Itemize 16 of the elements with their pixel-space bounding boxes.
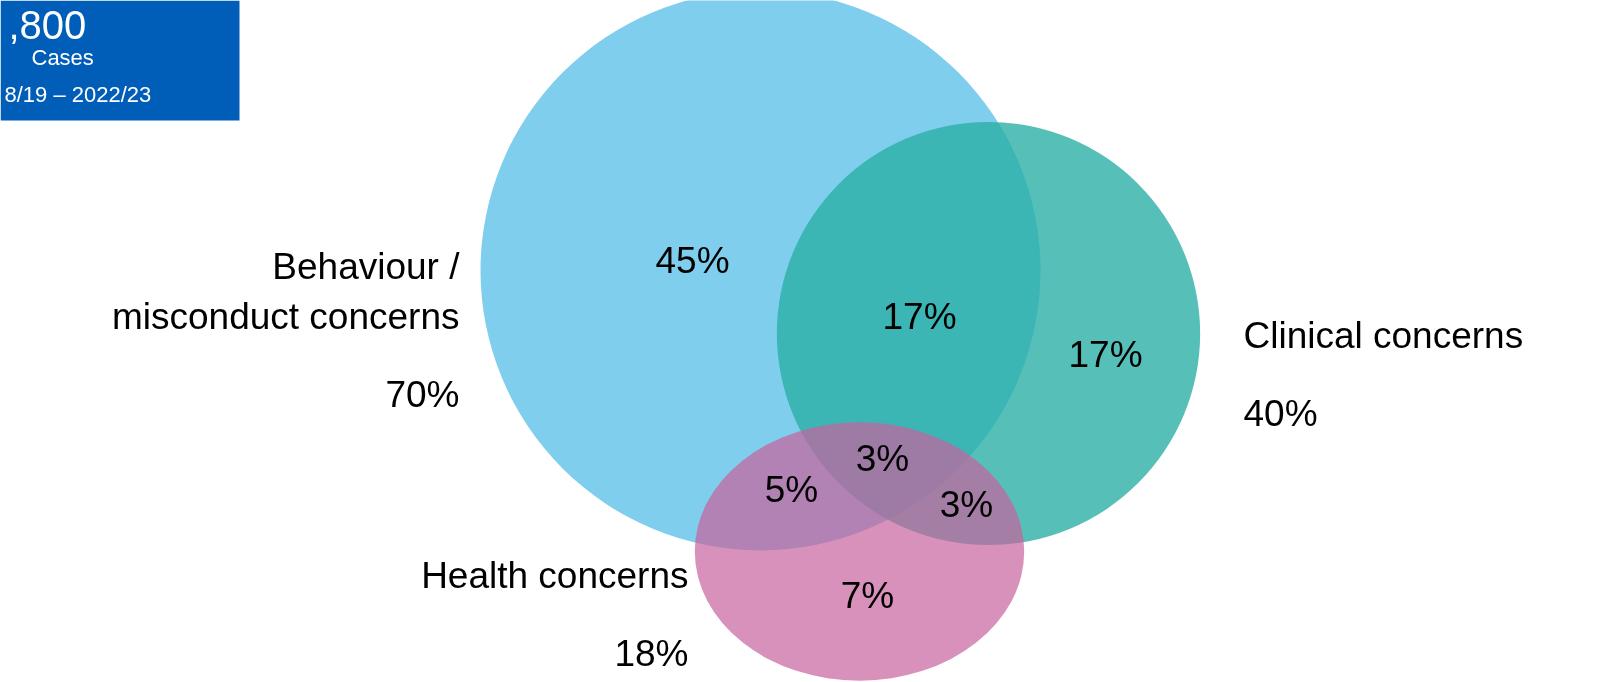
data-label: 40% — [1243, 393, 1318, 434]
text: 8/19 – 2022/23 — [4, 82, 152, 107]
data-label: 18% — [614, 633, 689, 674]
category-label: Behaviour / misconduct concerns — [111, 246, 461, 337]
category-label: Health concerns — [421, 555, 689, 596]
text: 3% — [939, 484, 994, 525]
text: 17% — [1068, 334, 1143, 375]
data-label: 70% — [385, 374, 460, 415]
text: 3% — [855, 438, 910, 479]
category-label: Clinical concerns — [1243, 315, 1524, 356]
text: 45% — [655, 240, 730, 281]
text: 17% — [882, 296, 957, 337]
text: 5% — [764, 469, 819, 510]
text: ,800 — [8, 2, 87, 47]
text: Cases — [31, 45, 94, 70]
text: 7% — [840, 575, 895, 616]
